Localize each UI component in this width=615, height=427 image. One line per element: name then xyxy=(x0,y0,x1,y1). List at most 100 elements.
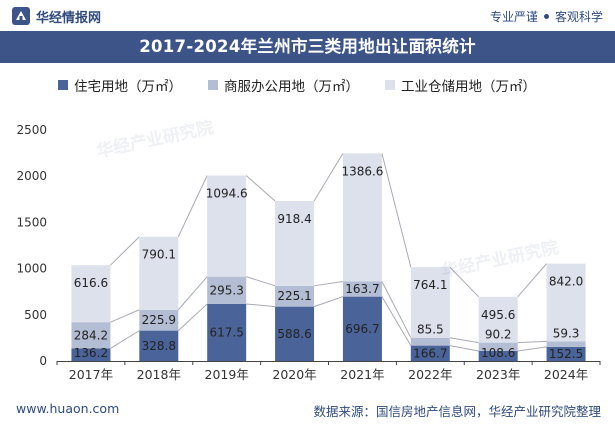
data-label-industrial: 616.6 xyxy=(74,276,108,290)
bar-segment-commercial xyxy=(546,341,586,347)
y-tick-label: 2500 xyxy=(16,123,47,137)
data-label-industrial: 1094.6 xyxy=(206,187,248,201)
y-tick-label: 1500 xyxy=(16,215,47,229)
site-url[interactable]: www.huaon.com xyxy=(16,401,120,416)
x-tick-label: 2021年 xyxy=(340,367,384,382)
x-tick-label: 2023年 xyxy=(476,367,520,382)
chart-legend: 住宅用地（万㎡） 商服办公用地（万㎡） 工业仓储用地（万㎡） xyxy=(58,75,562,95)
bar-segment-commercial xyxy=(275,285,315,307)
bar-segment-commercial xyxy=(71,322,111,349)
series-connector-line xyxy=(110,309,140,323)
tagline: 专业严谨 客观科学 xyxy=(490,8,603,25)
legend-label-industrial: 工业仓储用地（万㎡） xyxy=(401,79,536,95)
y-tick-label: 500 xyxy=(24,308,47,322)
data-label-commercial: 90.2 xyxy=(485,328,512,342)
legend-swatch-commercial xyxy=(208,80,218,90)
data-source: 数据来源：国信房地产信息网，华经产业研究院整理 xyxy=(313,404,601,419)
bar-segment-residential xyxy=(410,345,450,361)
data-label-industrial: 842.0 xyxy=(549,275,583,289)
stacked-bar-chart: 0 500 1000 1500 2000 2500 2017年 2018年 2019年 2020年… xyxy=(16,123,601,382)
data-label-industrial: 1386.6 xyxy=(341,164,383,178)
data-label-residential: 166.7 xyxy=(413,346,447,360)
series-connector-line xyxy=(246,303,276,308)
series-connector-line xyxy=(246,276,276,287)
x-tick-label: 2020年 xyxy=(272,367,316,382)
brand-logo[interactable]: 华经情报网 xyxy=(12,7,102,26)
legend-label-commercial: 商服办公用地（万㎡） xyxy=(224,79,359,95)
bar-segment-commercial xyxy=(478,342,518,351)
bar-segment-industrial xyxy=(342,153,382,282)
bar-segment-commercial xyxy=(207,276,247,304)
series-connector-line xyxy=(110,330,140,349)
series-connector-line xyxy=(381,281,412,338)
x-tick-label: 2019年 xyxy=(205,367,249,382)
legend-swatch-industrial xyxy=(385,80,395,90)
bar-segment-industrial xyxy=(275,200,315,286)
series-connector-line xyxy=(177,303,208,331)
y-tick-label: 0 xyxy=(39,354,47,368)
data-label-residential: 696.7 xyxy=(345,322,379,336)
data-label-industrial: 790.1 xyxy=(142,248,176,262)
x-tick-label: 2017年 xyxy=(69,367,113,382)
series-connector-line xyxy=(245,175,276,202)
data-label-industrial: 495.6 xyxy=(481,308,515,322)
huajing-logo-icon xyxy=(12,7,30,25)
tagline-left: 专业严谨 xyxy=(489,10,538,24)
bar-segment-commercial xyxy=(410,337,450,346)
bar-segment-residential xyxy=(275,306,315,361)
series-connector-line xyxy=(313,281,344,287)
series-connector-line xyxy=(517,346,547,352)
bar-segment-residential xyxy=(139,330,179,361)
data-label-residential: 588.6 xyxy=(277,327,311,341)
data-label-commercial: 225.9 xyxy=(142,313,176,327)
bar-segment-industrial xyxy=(207,175,247,277)
data-label-commercial: 225.1 xyxy=(277,289,311,303)
y-tick-label: 2000 xyxy=(16,169,47,183)
series-connector-line xyxy=(449,266,480,298)
y-tick-label: 1000 xyxy=(16,262,47,276)
bar-segment-industrial xyxy=(410,267,450,338)
footer: www.huaon.com 数据来源：国信房地产信息网，华经产业研究院整理 xyxy=(0,395,615,427)
legend-item-industrial: 工业仓储用地（万㎡） xyxy=(385,75,536,95)
bar-segment-residential xyxy=(546,346,586,361)
bar-segment-residential xyxy=(71,348,111,361)
data-label-industrial: 918.4 xyxy=(277,212,311,226)
series-connector-line xyxy=(177,276,208,311)
data-label-residential: 108.6 xyxy=(481,346,515,360)
series-connector-line xyxy=(313,153,344,202)
bar-segment-residential xyxy=(207,303,247,361)
data-label-industrial: 764.1 xyxy=(413,278,447,292)
x-tick-label: 2024年 xyxy=(544,367,588,382)
series-connector-line xyxy=(449,337,479,344)
series-connector-line xyxy=(110,236,140,266)
legend-item-commercial: 商服办公用地（万㎡） xyxy=(208,75,359,95)
bar-segment-industrial xyxy=(71,265,111,323)
bar-segment-industrial xyxy=(139,236,179,310)
data-label-commercial: 59.3 xyxy=(553,326,580,340)
data-label-commercial: 85.5 xyxy=(417,323,444,337)
series-connector-line xyxy=(177,175,208,237)
legend-swatch-residential xyxy=(58,80,68,90)
legend-item-residential: 住宅用地（万㎡） xyxy=(58,75,182,95)
series-connector-line xyxy=(313,296,344,308)
chart-title: 2017-2024年兰州市三类用地出让面积统计 xyxy=(139,37,476,56)
series-connector-line xyxy=(517,263,547,298)
series-connector-line xyxy=(517,340,547,344)
data-label-commercial: 163.7 xyxy=(345,282,379,296)
series-connector-line xyxy=(449,345,479,352)
x-tick-label: 2018年 xyxy=(137,367,181,382)
bar-segment-commercial xyxy=(342,281,382,297)
legend-label-residential: 住宅用地（万㎡） xyxy=(74,79,182,95)
separator-dot-icon xyxy=(543,14,549,19)
top-header: 华经情报网 专业严谨 客观科学 xyxy=(0,0,615,31)
data-label-commercial: 284.2 xyxy=(74,328,108,342)
series-connector-line xyxy=(381,296,412,346)
series-connector-line xyxy=(381,153,412,268)
bar-segment-residential xyxy=(342,296,382,361)
bar-segment-industrial xyxy=(478,296,518,343)
data-label-commercial: 295.3 xyxy=(210,283,244,297)
data-label-residential: 617.5 xyxy=(210,325,244,339)
brand-name: 华经情报网 xyxy=(36,10,102,26)
bar-segment-commercial xyxy=(139,309,179,331)
title-bar: 2017-2024年兰州市三类用地出让面积统计 xyxy=(0,31,615,63)
